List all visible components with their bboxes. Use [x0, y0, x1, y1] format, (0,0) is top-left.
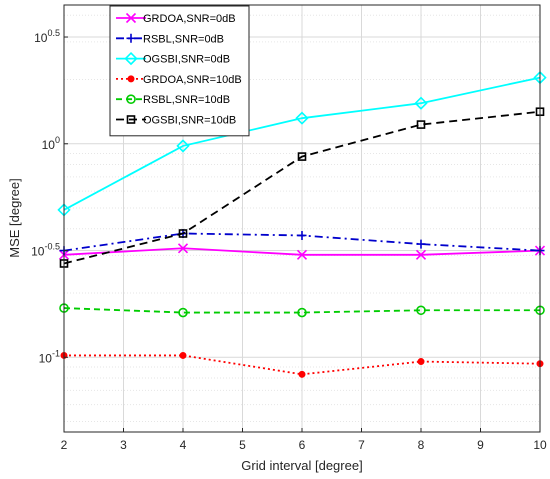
series-layer	[57, 70, 547, 378]
x-axis-label: Grid interval [degree]	[241, 458, 362, 473]
marker-square	[297, 152, 307, 161]
y-tick-label: 100	[42, 135, 60, 152]
marker-plus	[126, 33, 136, 43]
y-tick-label: 10-1	[39, 348, 60, 365]
legend-entry: GRDOA,SNR=0dB	[116, 12, 236, 25]
series-line	[63, 110, 541, 265]
x-tick-label: 8	[418, 438, 425, 452]
marker-square	[178, 229, 188, 238]
marker-x	[177, 243, 189, 254]
legend: GRDOA,SNR=0dB RSBL,SNR=0dB OGSBI,SNR=0dB GR…	[109, 5, 250, 137]
legend-entry: OGSBI,SNR=0dB	[116, 51, 230, 66]
x-tick-label: 4	[180, 438, 187, 452]
legend-entry: RSBL,SNR=10dB	[116, 94, 230, 106]
marker-diamond	[414, 96, 428, 110]
legend-entry: RSBL,SNR=0dB	[116, 33, 224, 45]
y-tick-label: 10-0.5	[31, 242, 60, 259]
marker-dot	[127, 75, 135, 83]
marker-x	[296, 249, 308, 260]
legend-label: GRDOA,SNR=10dB	[143, 74, 242, 86]
x-tick-label: 2	[61, 438, 68, 452]
series-line	[63, 76, 541, 211]
marker-circle	[416, 305, 426, 316]
x-tick-label: 9	[477, 438, 484, 452]
legend-label: GRDOA,SNR=0dB	[143, 13, 236, 25]
marker-diamond	[295, 111, 309, 125]
marker-square	[416, 120, 426, 129]
marker-circle	[178, 307, 188, 318]
legend-label: RSBL,SNR=10dB	[143, 94, 230, 106]
x-tick-label: 5	[239, 438, 246, 452]
y-axis-label: MSE [degree]	[7, 178, 22, 258]
x-tick-label: 3	[120, 438, 127, 452]
marker-square	[126, 115, 136, 124]
marker-dot	[298, 370, 306, 378]
series-3	[60, 351, 544, 378]
marker-diamond	[176, 139, 190, 153]
legend-entry: GRDOA,SNR=10dB	[116, 74, 242, 86]
x-tick-label: 7	[358, 438, 365, 452]
y-tick-label: 100.5	[34, 28, 60, 45]
legend-box	[109, 5, 250, 137]
legend-label: OGSBI,SNR=0dB	[143, 54, 230, 66]
marker-dot	[417, 358, 425, 366]
marker-dot	[179, 351, 187, 359]
marker-circle	[297, 307, 307, 318]
x-tick-label: 10	[533, 438, 547, 452]
x-tick-label: 6	[299, 438, 306, 452]
marker-x	[125, 12, 137, 24]
tick-layer: 2 3 4 5 6 7 8 9 10 100.5 100 10-0.5 10-1	[31, 28, 547, 452]
marker-diamond	[124, 51, 138, 66]
marker-x	[415, 249, 427, 260]
marker-plus	[416, 239, 426, 249]
series-0	[58, 243, 546, 260]
legend-label: RSBL,SNR=0dB	[143, 33, 224, 45]
marker-plus	[297, 230, 307, 240]
marker-circle	[126, 94, 136, 104]
legend-label: OGSBI,SNR=10dB	[143, 115, 236, 127]
legend-entry: OGSBI,SNR=10dB	[116, 115, 236, 127]
